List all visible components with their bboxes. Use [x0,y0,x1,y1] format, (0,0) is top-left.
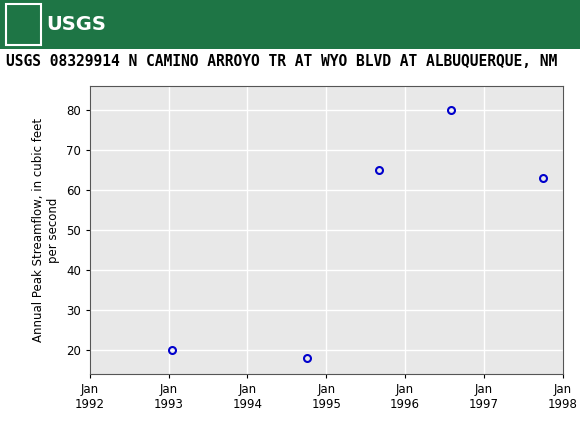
Text: USGS: USGS [46,15,106,34]
Y-axis label: Annual Peak Streamflow, in cubic feet
per second: Annual Peak Streamflow, in cubic feet pe… [32,118,60,342]
Text: USGS 08329914 N CAMINO ARROYO TR AT WYO BLVD AT ALBUQUERQUE, NM: USGS 08329914 N CAMINO ARROYO TR AT WYO … [6,54,557,69]
